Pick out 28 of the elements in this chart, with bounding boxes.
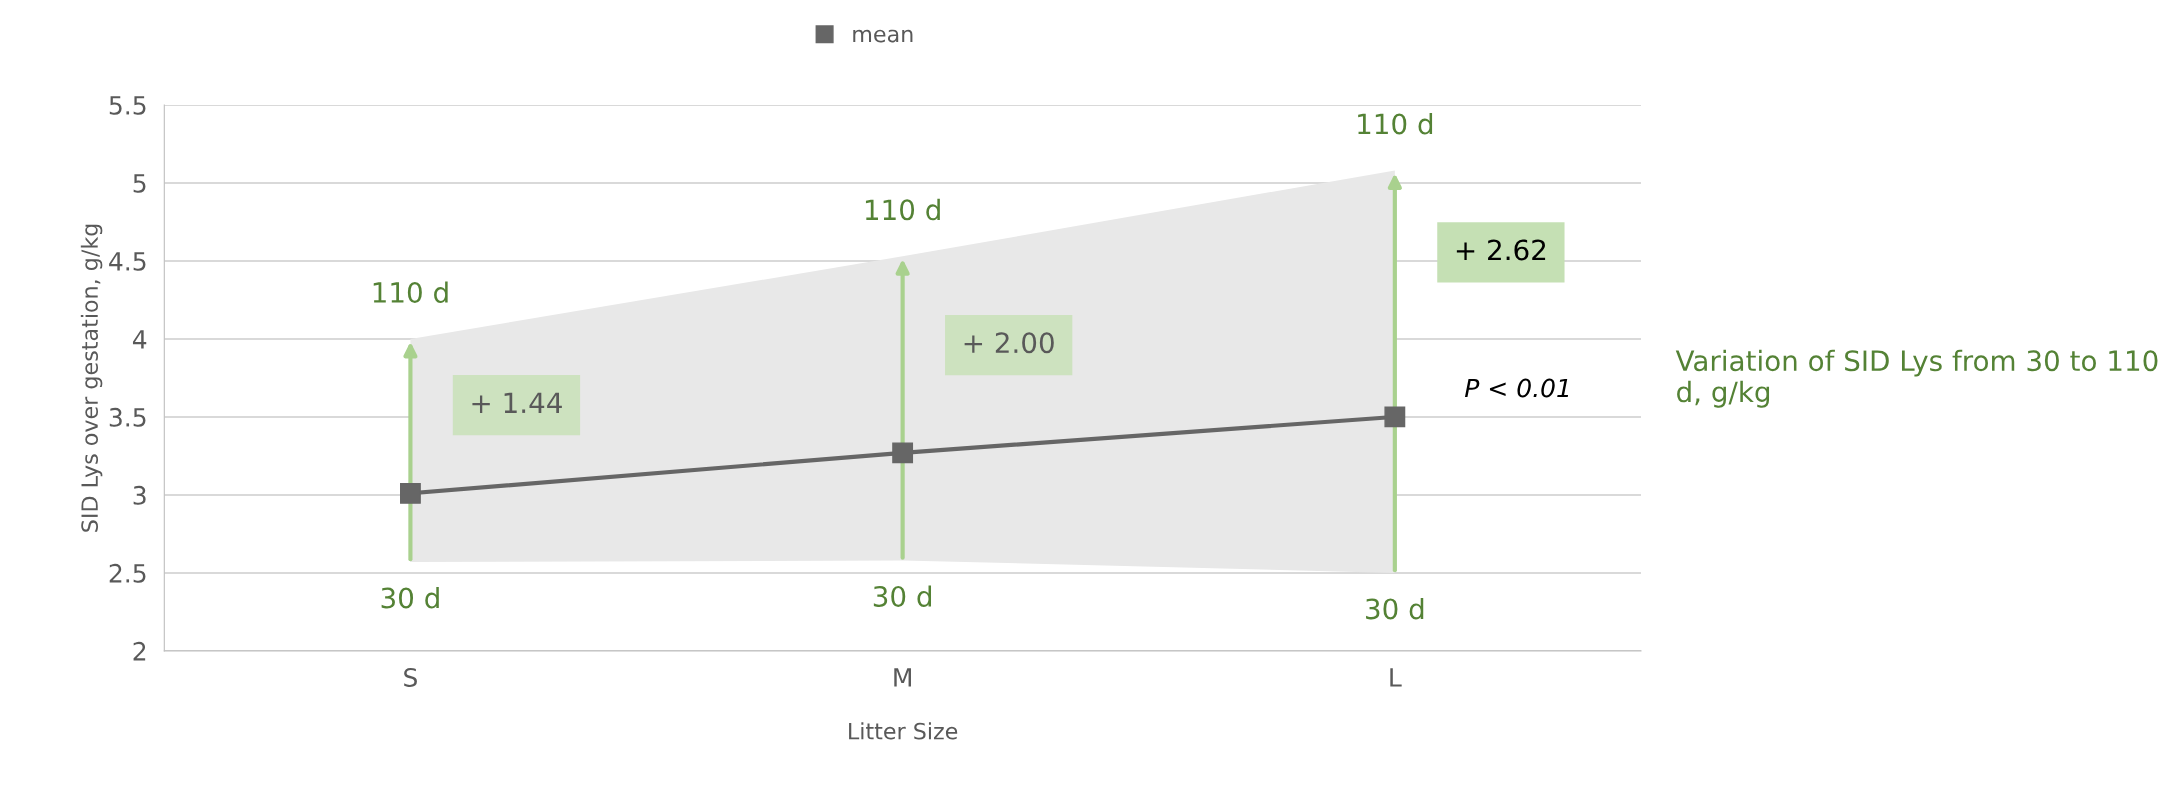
y-tick-label: 2.5 [109, 563, 146, 583]
y-tick-label: 3 [133, 485, 146, 505]
x-tick-label: L [1390, 668, 1402, 687]
point [400, 482, 421, 504]
y-tick-label: 2 [133, 641, 146, 661]
annotation: 110 d [865, 198, 940, 221]
annotation: + 1.44 [472, 392, 562, 413]
x-tick-label: M [894, 668, 911, 687]
annotation: 30 d [873, 585, 932, 607]
x-tick-label: S [404, 668, 417, 687]
annotation: 30 d [381, 587, 439, 609]
annotation: 110 d [1358, 113, 1433, 135]
annotation: + 2.00 [964, 332, 1054, 354]
annotation: 30 d [1366, 597, 1424, 620]
point [1384, 406, 1406, 428]
point [892, 442, 914, 464]
legend-label: mean [853, 29, 913, 43]
annotation: + 2.62 [1456, 239, 1546, 261]
text: Variation of SID Lys from 30 to 110 d, g/kg [1675, 349, 2158, 408]
x-axis-title: Litter Size [849, 722, 958, 740]
annotation: 110 d [373, 281, 448, 303]
annotation: P < 0.01 [1464, 378, 1569, 398]
y-tick-label: 4 [132, 330, 147, 349]
y-tick-label: 5 [133, 174, 146, 193]
y-tick-label: 4.5 [109, 252, 146, 271]
y-axis-title: SID Lys over gestation, g/kg [80, 224, 103, 532]
y-tick-label: 5.5 [109, 96, 146, 115]
y-tick-label: 3.5 [109, 407, 146, 427]
